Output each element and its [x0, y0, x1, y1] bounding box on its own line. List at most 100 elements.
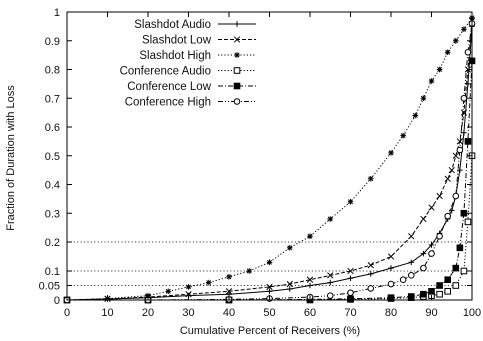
data-point [326, 292, 334, 299]
data-point [347, 267, 354, 275]
data-point [347, 289, 354, 297]
marker-stroke [266, 283, 273, 291]
legend-entry: Conference Low [127, 81, 256, 93]
legend-label: Slashdot Audio [134, 19, 211, 31]
marker-stroke [445, 49, 451, 55]
marker-stroke [437, 67, 443, 72]
data-point [387, 253, 395, 260]
y-tick-label: 0 [54, 295, 60, 307]
data-point [464, 48, 472, 56]
marker-stroke [448, 166, 455, 174]
data-point [387, 280, 395, 288]
marker-stroke [400, 133, 406, 139]
data-point [246, 268, 253, 274]
x-tick-label: 10 [101, 307, 113, 319]
legend-marker [233, 98, 241, 105]
data-point [464, 218, 472, 226]
data-point [205, 279, 212, 286]
data-point [428, 250, 435, 257]
data-point [347, 275, 354, 282]
series-line [66, 20, 473, 301]
data-point [286, 286, 293, 292]
marker-stroke [420, 215, 427, 223]
legend-label: Slashdot Low [142, 35, 212, 47]
marker-stroke [267, 259, 272, 265]
y-tick-label: 1 [54, 7, 60, 19]
data-point [428, 288, 435, 295]
y-tick-label: 0.1 [45, 266, 60, 278]
x-tick-label: 20 [142, 307, 154, 319]
y-tick-label: 0.8 [45, 65, 60, 77]
series-3 [64, 14, 475, 303]
data-point [266, 259, 273, 266]
x-tick-label: 90 [425, 307, 437, 319]
marker-stroke [388, 150, 394, 156]
data-point [165, 288, 172, 295]
data-point [460, 209, 468, 217]
marker-stroke [233, 36, 241, 43]
marker-stroke [387, 253, 395, 260]
data-point [465, 81, 471, 87]
marker-stroke [412, 113, 418, 118]
data-point [436, 282, 443, 289]
marker-stroke [452, 152, 459, 159]
data-point [307, 282, 313, 289]
data-point [428, 204, 435, 211]
marker-stroke [453, 38, 459, 44]
marker-stroke [327, 272, 334, 279]
data-point [327, 216, 334, 222]
data-point [407, 272, 415, 279]
data-point [428, 78, 435, 84]
legend-marker [233, 36, 241, 43]
marker-stroke [408, 233, 415, 240]
x-tick-label: 60 [304, 307, 316, 319]
legend-marker [233, 82, 241, 90]
data-point [453, 37, 459, 44]
data-point [420, 264, 427, 272]
data-point [420, 290, 427, 298]
data-point [412, 112, 419, 119]
marker-stroke [307, 233, 313, 239]
data-point [306, 276, 314, 283]
data-point [367, 262, 374, 269]
x-axis-label: Cumulative Percent of Receivers (%) [180, 325, 360, 337]
data-point [420, 250, 427, 257]
data-point [327, 279, 334, 286]
data-point [436, 66, 443, 73]
data-point [266, 288, 273, 295]
x-tick-label: 70 [344, 307, 356, 319]
marker-stroke [234, 52, 240, 58]
x-tick-label: 80 [385, 307, 397, 319]
data-point [460, 109, 468, 116]
data-point [444, 49, 451, 56]
data-point [460, 267, 468, 275]
data-point [456, 146, 464, 154]
data-point [420, 215, 427, 223]
data-point [286, 245, 293, 251]
x-tick-label: 40 [223, 307, 235, 319]
marker-stroke [206, 280, 212, 286]
data-point [226, 274, 232, 280]
marker-stroke [246, 268, 252, 274]
data-point [448, 166, 455, 174]
data-point [408, 259, 415, 266]
marker-stroke [348, 199, 353, 205]
data-point [185, 284, 192, 290]
reference-lines [67, 241, 472, 286]
y-axis-label: Fraction of Duration with Loss [5, 85, 17, 231]
data-point [444, 276, 451, 283]
marker-stroke [368, 176, 374, 182]
marker-stroke [327, 216, 333, 222]
marker-stroke [165, 288, 171, 294]
y-tick-label: 0.3 [45, 208, 60, 220]
legend-entry: Slashdot Low [142, 35, 256, 47]
y-tick-label: 0.6 [45, 122, 60, 134]
marker-stroke [225, 288, 233, 295]
data-point [452, 152, 459, 159]
legend-marker [233, 67, 241, 74]
data-point [225, 288, 233, 295]
x-tick-label: 30 [182, 307, 194, 319]
marker-stroke [226, 274, 232, 280]
data-point [444, 212, 452, 220]
